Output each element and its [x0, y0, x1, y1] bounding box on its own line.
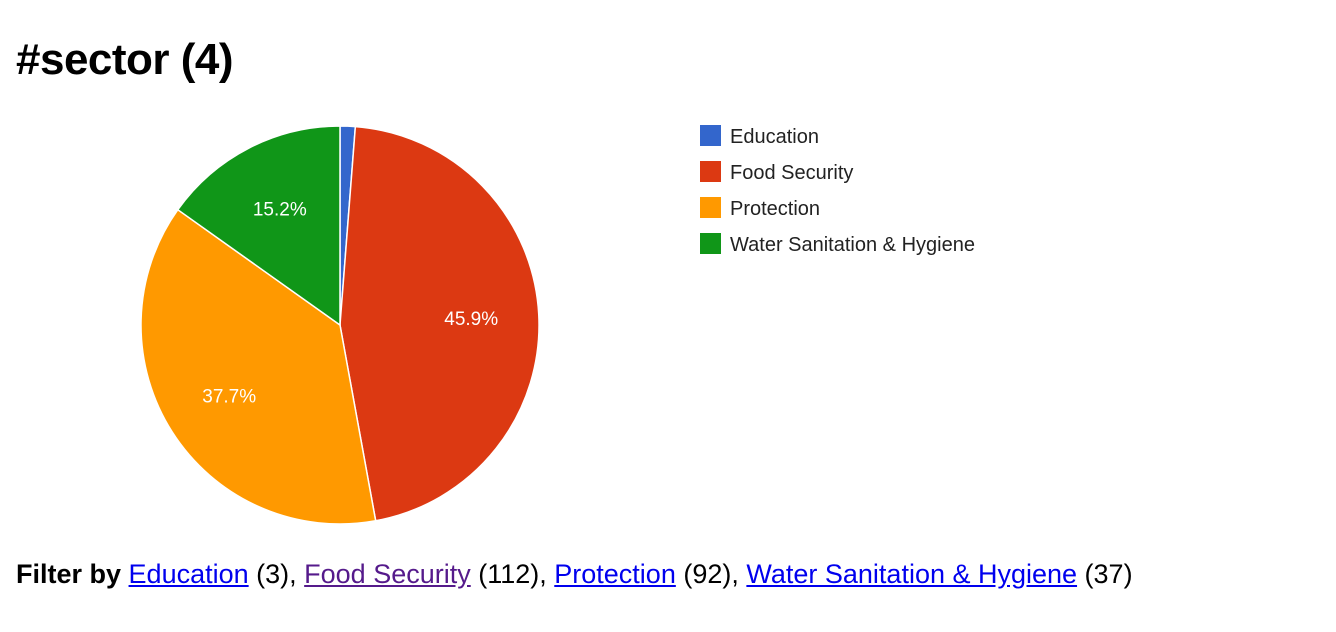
- filter-label: Filter by: [16, 559, 122, 589]
- legend-label: Water Sanitation & Hygiene: [730, 234, 975, 256]
- filter-items: Education (3), Food Security (112), Prot…: [129, 559, 1133, 589]
- legend-swatch: [700, 233, 721, 254]
- filter-link-water-sanitation-and-hygiene[interactable]: Water Sanitation & Hygiene: [746, 559, 1078, 589]
- legend-label: Protection: [730, 198, 820, 220]
- pie-labels: 45.9% 37.7% 15.2%: [202, 199, 498, 407]
- slice-label-food-security: 45.9%: [444, 309, 498, 330]
- page-title: #sector (4): [16, 35, 234, 84]
- legend-item-water-sanitation-and-hygiene: Water Sanitation & Hygiene: [700, 233, 975, 256]
- legend-swatch: [700, 161, 721, 182]
- filter-count: (3),: [248, 559, 305, 589]
- legend-item-food-security: Food Security: [700, 161, 853, 184]
- filter-link-protection[interactable]: Protection: [554, 559, 676, 589]
- legend-item-protection: Protection: [700, 197, 820, 220]
- filter-link-education[interactable]: Education: [128, 559, 249, 589]
- slice-label-water-sanitation-and-hygiene: 15.2%: [253, 199, 307, 220]
- legend-label: Education: [730, 126, 819, 148]
- legend-swatch: [700, 125, 721, 146]
- filter-bar: Filter by Education (3), Food Security (…: [16, 556, 1133, 592]
- pie-slice-water-sanitation-and-hygiene: [176, 125, 341, 327]
- chart-legend: Education Food Security Protection Water Sa…: [700, 125, 975, 256]
- filter-count: (37): [1077, 559, 1133, 589]
- legend-item-education: Education: [700, 125, 819, 148]
- slice-label-protection: 37.7%: [202, 387, 256, 408]
- pie-slice-food-security: [339, 125, 540, 522]
- filter-count: (112),: [470, 559, 555, 589]
- filter-link-food-security[interactable]: Food Security: [304, 559, 471, 589]
- pie-slices: [140, 125, 540, 525]
- filter-count: (92),: [675, 559, 747, 589]
- legend-label: Food Security: [730, 162, 853, 184]
- pie-slice-protection: [140, 208, 377, 525]
- legend-swatch: [700, 197, 721, 218]
- sector-pie-chart: 45.9% 37.7% 15.2% Education Food Security Pr…: [140, 125, 975, 525]
